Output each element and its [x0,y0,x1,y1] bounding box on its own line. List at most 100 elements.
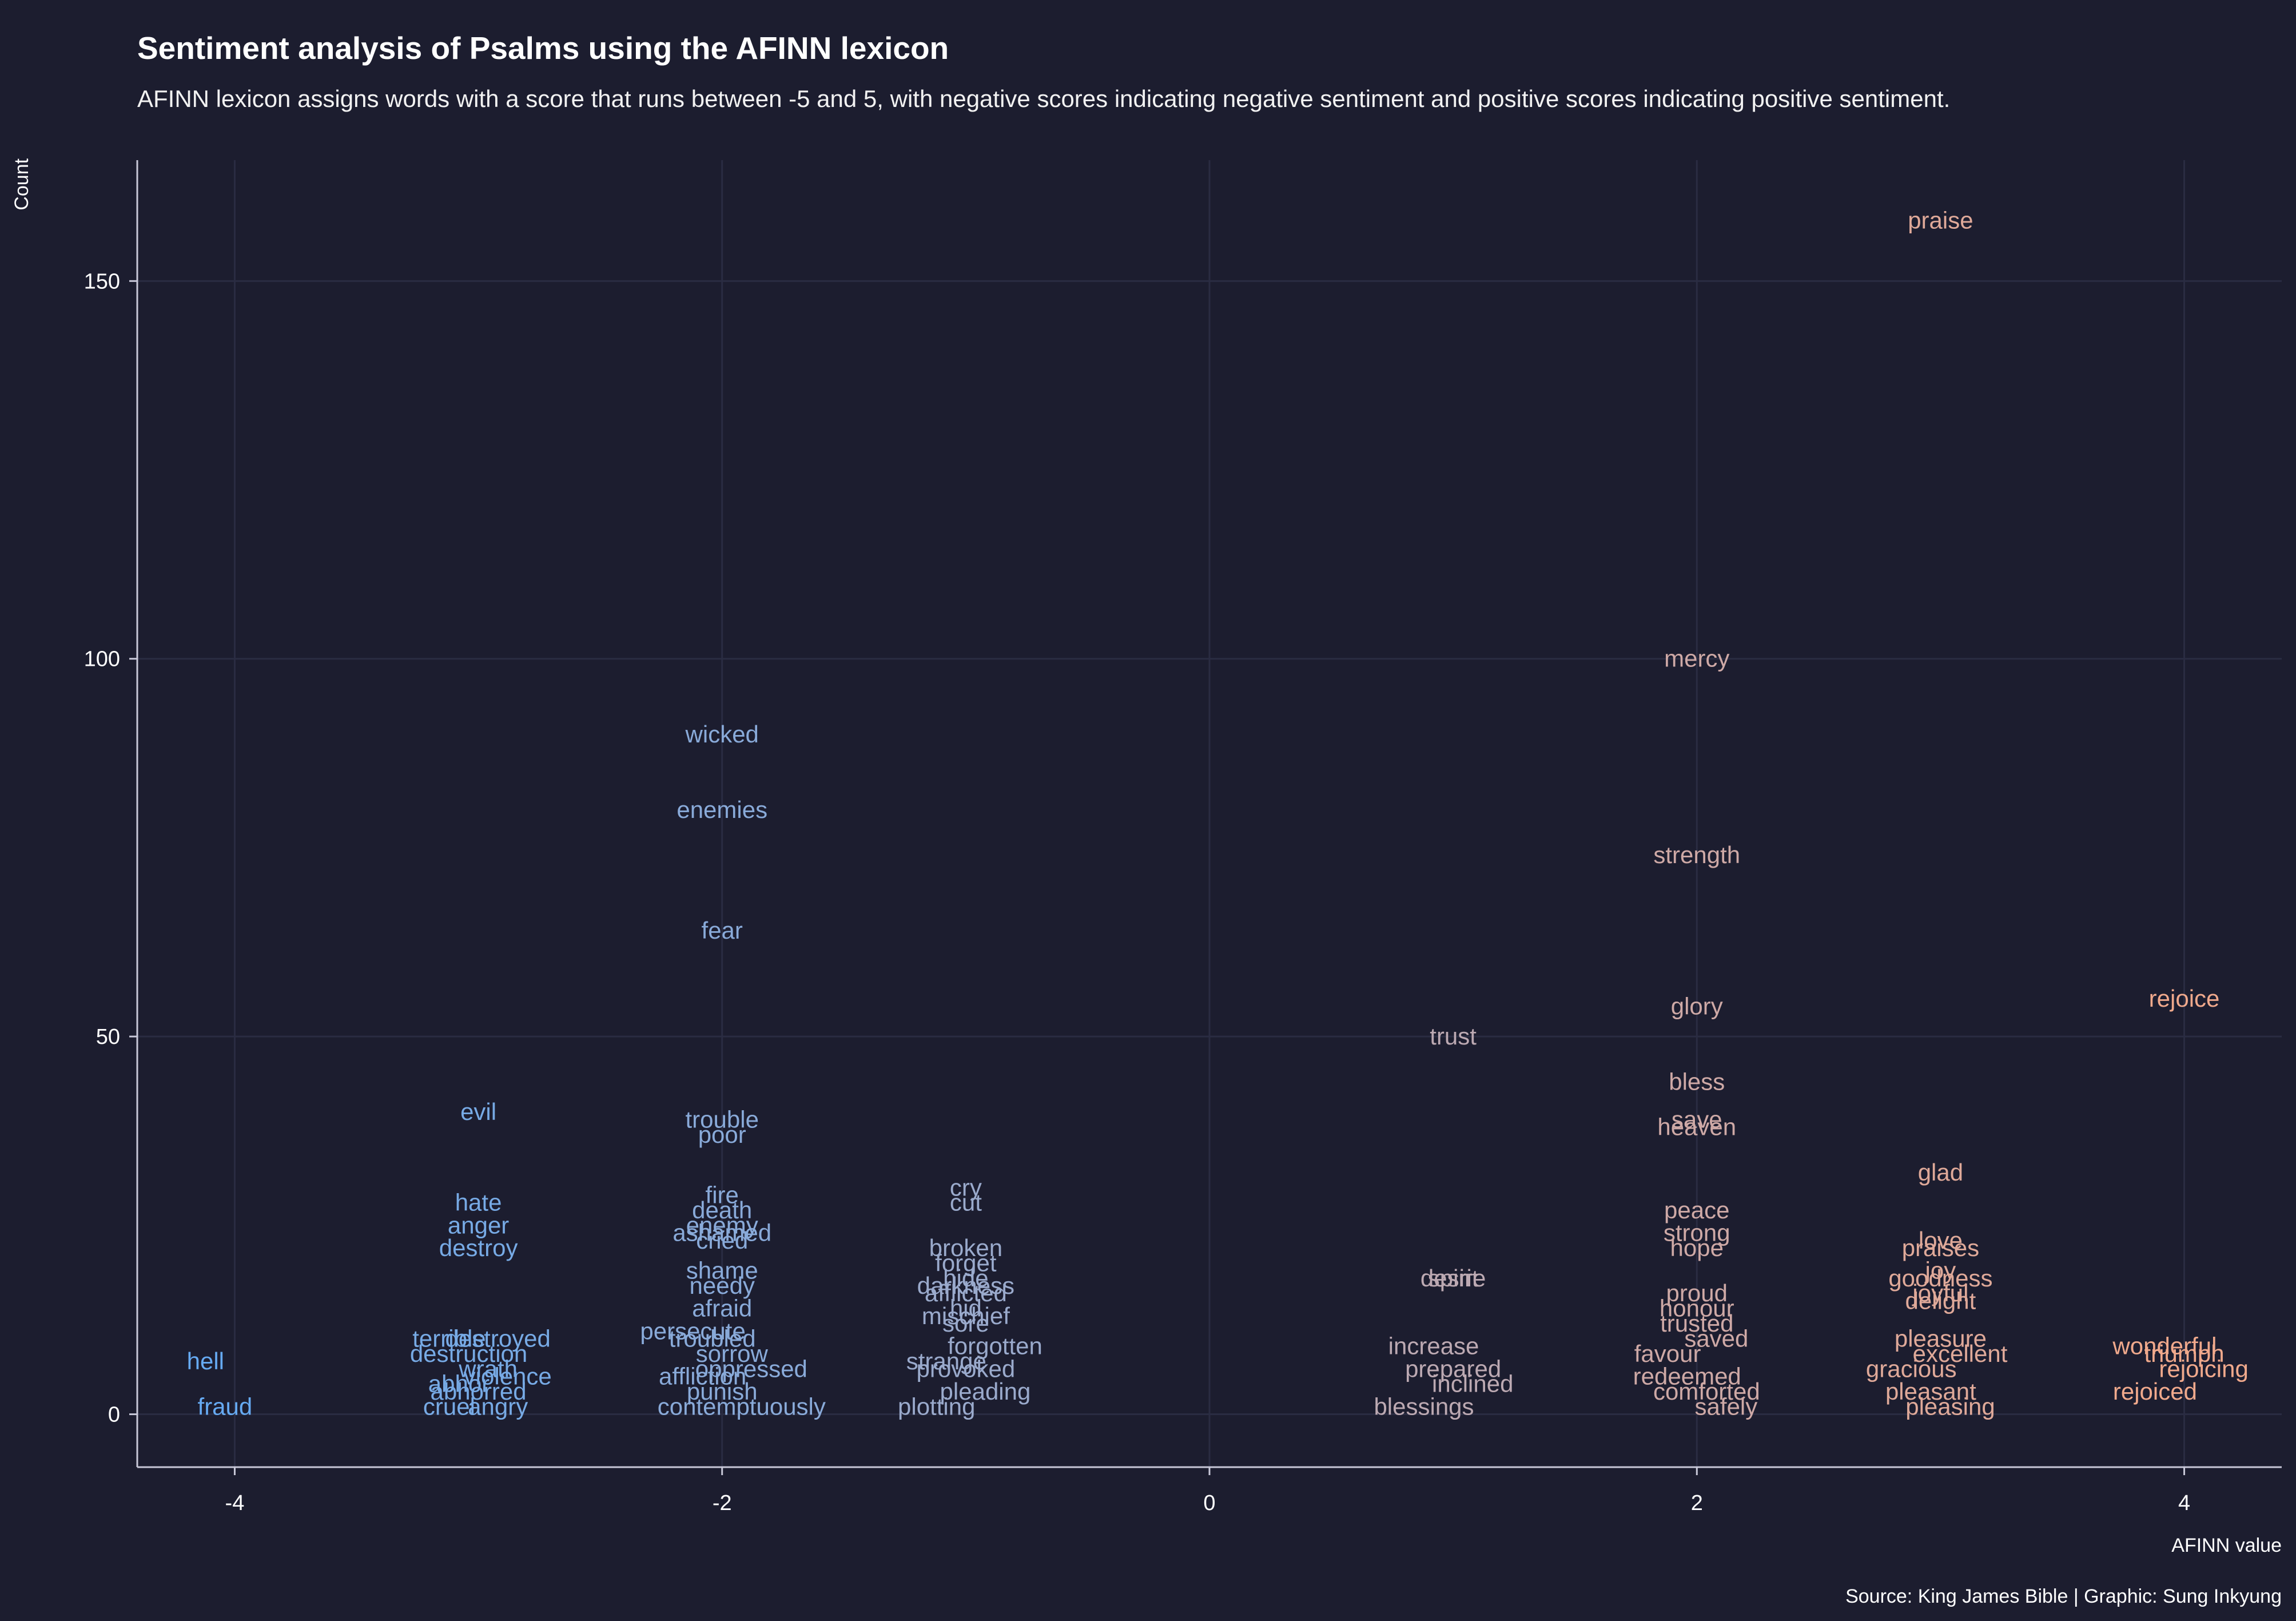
word-point: prepared [1405,1355,1501,1382]
word-point: troubled [669,1325,756,1352]
word-point: evil [460,1098,496,1125]
word-point: inclined [1432,1370,1513,1397]
word-point: saved [1684,1325,1748,1352]
word-point: love [1919,1227,1963,1254]
word-point: hid [950,1295,982,1322]
word-point: proud [1666,1280,1728,1306]
word-point: abhorred [431,1378,527,1405]
y-axis-label: Count [11,158,33,210]
word-point: safely [1695,1393,1758,1420]
x-tick-label: -4 [225,1491,245,1515]
chart-title: Sentiment analysis of Psalms using the A… [137,30,949,66]
word-point: fear [702,917,743,944]
word-point: affliction [659,1363,746,1390]
word-point: destroyed [445,1325,550,1352]
word-point: wrath [458,1355,518,1382]
chart-subtitle: AFINN lexicon assigns words with a score… [137,85,1950,112]
word-point: trusted [1660,1310,1733,1337]
x-tick-label: 4 [2178,1491,2190,1515]
word-point: cut [950,1189,982,1216]
word-point: hide [943,1265,988,1292]
y-tick-label: 50 [96,1025,120,1049]
word-point: afflicted [925,1280,1007,1306]
word-point: wicked [685,721,759,748]
x-axis-label: AFINN value [2171,1535,2282,1556]
y-tick-label: 0 [108,1403,120,1427]
word-point: pleading [940,1378,1031,1405]
word-point: hell [187,1348,224,1374]
word-point: glad [1918,1159,1963,1186]
word-point: pleasing [1905,1393,1995,1420]
word-point: sorrow [696,1340,769,1367]
word-point: poor [698,1121,746,1148]
grid-lines [137,160,2282,1467]
tick-labels: -4 -2 0 2 4 0 50 100 150 [84,269,2191,1515]
word-point: oppressed [695,1355,807,1382]
word-point: triumph [2144,1340,2225,1367]
word-point: glory [1671,992,1723,1019]
word-point: fire [706,1182,739,1209]
word-point: delight [1905,1287,1976,1314]
word-point: hope [1670,1234,1724,1261]
word-point: angry [468,1393,528,1420]
word-point: rejoiced [2113,1378,2197,1405]
word-point: bless [1669,1068,1725,1095]
word-point: strong [1664,1219,1730,1246]
word-point: anger [448,1211,509,1238]
word-point: mischief [922,1302,1010,1329]
word-point: forgotten [948,1333,1042,1360]
x-tick-label: 0 [1203,1491,1215,1515]
word-point: redeemed [1633,1363,1741,1390]
y-tick-label: 150 [84,269,120,293]
word-point: rejoicing [2159,1355,2248,1382]
word-point: forget [935,1249,997,1276]
word-point: trust [1430,1023,1477,1050]
word-point: fraud [198,1393,253,1420]
chart-caption: Source: King James Bible | Graphic: Sung… [1845,1586,2282,1607]
word-point: cry [950,1174,982,1201]
word-point: mercy [1664,645,1729,672]
word-point: sore [942,1310,989,1337]
word-point: contemptuously [658,1393,826,1420]
word-point: broken [929,1234,1002,1261]
word-point: heaven [1657,1114,1736,1141]
word-point: praises [1902,1234,1979,1261]
word-point: afraid [692,1295,752,1322]
word-point: excellent [1913,1340,2008,1367]
word-point: enemies [677,796,767,823]
y-tick-label: 100 [84,647,120,672]
word-point: favour [1634,1340,1701,1367]
x-tick-label: 2 [1691,1491,1703,1515]
word-point: strength [1653,841,1740,868]
word-point: wonderful [2112,1333,2217,1360]
word-point: death [692,1197,752,1223]
word-point: joyful [1911,1280,1968,1306]
word-point: ashamed [673,1219,771,1246]
word-point: comforted [1653,1378,1760,1405]
word-point: provoked [916,1355,1015,1382]
word-point: pleasant [1885,1378,1976,1405]
word-point: rejoice [2149,985,2220,1012]
word-point: cruel [423,1393,475,1420]
word-point: gracious [1866,1355,1957,1382]
word-point: blessings [1374,1393,1474,1420]
word-point: needy [690,1272,755,1299]
word-point: cried [696,1227,748,1254]
word-point: honour [1660,1295,1734,1322]
word-point: destroy [439,1234,518,1261]
word-point: persecute [640,1317,745,1344]
word-point: joy [1924,1257,1956,1284]
word-point: save [1672,1106,1722,1133]
axes [129,160,2282,1475]
word-point: violence [464,1363,552,1390]
word-point: darkness [917,1272,1014,1299]
word-point: plotting [898,1393,975,1420]
word-point: hate [455,1189,502,1216]
word-point: trouble [686,1106,759,1133]
word-point: peace [1664,1197,1729,1223]
word-point: goodness [1888,1265,1992,1292]
word-point: desire [1420,1265,1486,1292]
